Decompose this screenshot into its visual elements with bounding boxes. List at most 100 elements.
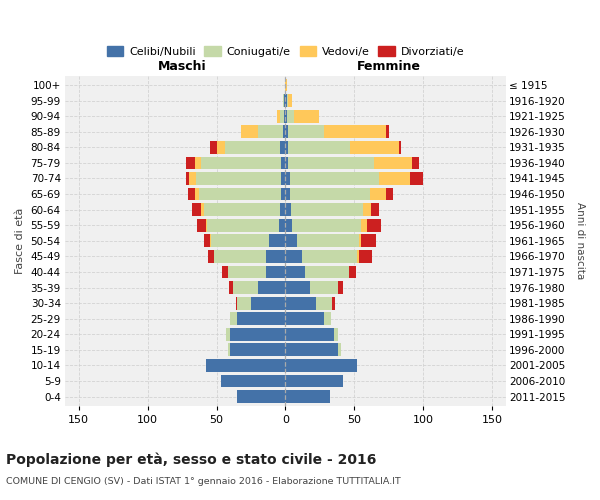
Bar [286, 110, 287, 122]
Bar [288, 141, 350, 154]
Bar [286, 219, 292, 232]
Bar [278, 219, 286, 232]
Bar [266, 250, 286, 263]
Bar [361, 234, 376, 247]
Bar [284, 110, 286, 122]
Bar [229, 281, 233, 294]
Bar [286, 94, 287, 107]
Bar [370, 188, 386, 200]
Bar [286, 390, 329, 403]
Bar [227, 344, 230, 356]
Bar [386, 188, 393, 200]
Bar [217, 141, 225, 154]
Bar [209, 141, 217, 154]
Bar [186, 172, 189, 185]
Bar [286, 126, 288, 138]
Bar [334, 328, 338, 340]
Bar [290, 172, 379, 185]
Bar [284, 94, 286, 107]
Bar [286, 204, 291, 216]
Bar [206, 219, 207, 232]
Bar [324, 126, 386, 138]
Bar [286, 328, 334, 340]
Bar [359, 250, 373, 263]
Bar [194, 188, 199, 200]
Bar [294, 110, 319, 122]
Bar [281, 188, 286, 200]
Bar [281, 156, 286, 170]
Bar [359, 234, 361, 247]
Bar [398, 141, 401, 154]
Bar [374, 156, 412, 170]
Bar [202, 156, 281, 170]
Bar [324, 312, 331, 325]
Legend: Celibi/Nubili, Coniugati/e, Vedovi/e, Divorziati/e: Celibi/Nubili, Coniugati/e, Vedovi/e, Di… [102, 42, 469, 61]
Bar [286, 312, 324, 325]
Bar [222, 266, 227, 278]
Bar [357, 250, 359, 263]
Text: Popolazione per età, sesso e stato civile - 2016: Popolazione per età, sesso e stato civil… [6, 452, 376, 467]
Bar [258, 126, 283, 138]
Bar [296, 234, 359, 247]
Bar [286, 266, 305, 278]
Bar [233, 281, 258, 294]
Bar [230, 312, 237, 325]
Text: Femmine: Femmine [357, 60, 421, 72]
Bar [316, 296, 332, 310]
Bar [188, 188, 194, 200]
Bar [204, 204, 280, 216]
Bar [310, 281, 338, 294]
Y-axis label: Fasce di età: Fasce di età [15, 208, 25, 274]
Bar [208, 250, 214, 263]
Bar [230, 344, 286, 356]
Bar [237, 390, 286, 403]
Text: Maschi: Maschi [158, 60, 206, 72]
Bar [281, 172, 286, 185]
Bar [286, 156, 288, 170]
Bar [386, 126, 389, 138]
Bar [361, 219, 367, 232]
Bar [283, 126, 286, 138]
Bar [280, 141, 286, 154]
Bar [207, 219, 278, 232]
Bar [277, 110, 280, 122]
Bar [280, 204, 286, 216]
Bar [288, 156, 374, 170]
Bar [225, 141, 280, 154]
Bar [286, 281, 310, 294]
Bar [241, 126, 258, 138]
Bar [186, 156, 194, 170]
Bar [258, 281, 286, 294]
Bar [221, 374, 286, 388]
Bar [291, 204, 362, 216]
Bar [204, 234, 209, 247]
Bar [286, 141, 288, 154]
Bar [338, 344, 341, 356]
Bar [230, 328, 286, 340]
Bar [286, 234, 296, 247]
Bar [189, 172, 196, 185]
Bar [290, 188, 370, 200]
Bar [286, 374, 343, 388]
Bar [286, 172, 290, 185]
Bar [412, 156, 419, 170]
Bar [332, 296, 335, 310]
Bar [226, 328, 230, 340]
Bar [286, 296, 316, 310]
Bar [371, 204, 379, 216]
Bar [202, 204, 204, 216]
Bar [194, 156, 202, 170]
Bar [209, 234, 211, 247]
Bar [269, 234, 286, 247]
Bar [288, 126, 324, 138]
Bar [287, 94, 288, 107]
Bar [286, 78, 287, 92]
Bar [286, 188, 290, 200]
Bar [237, 296, 251, 310]
Bar [214, 250, 266, 263]
Bar [199, 188, 281, 200]
Bar [379, 172, 410, 185]
Bar [288, 94, 292, 107]
Bar [280, 110, 284, 122]
Bar [236, 296, 237, 310]
